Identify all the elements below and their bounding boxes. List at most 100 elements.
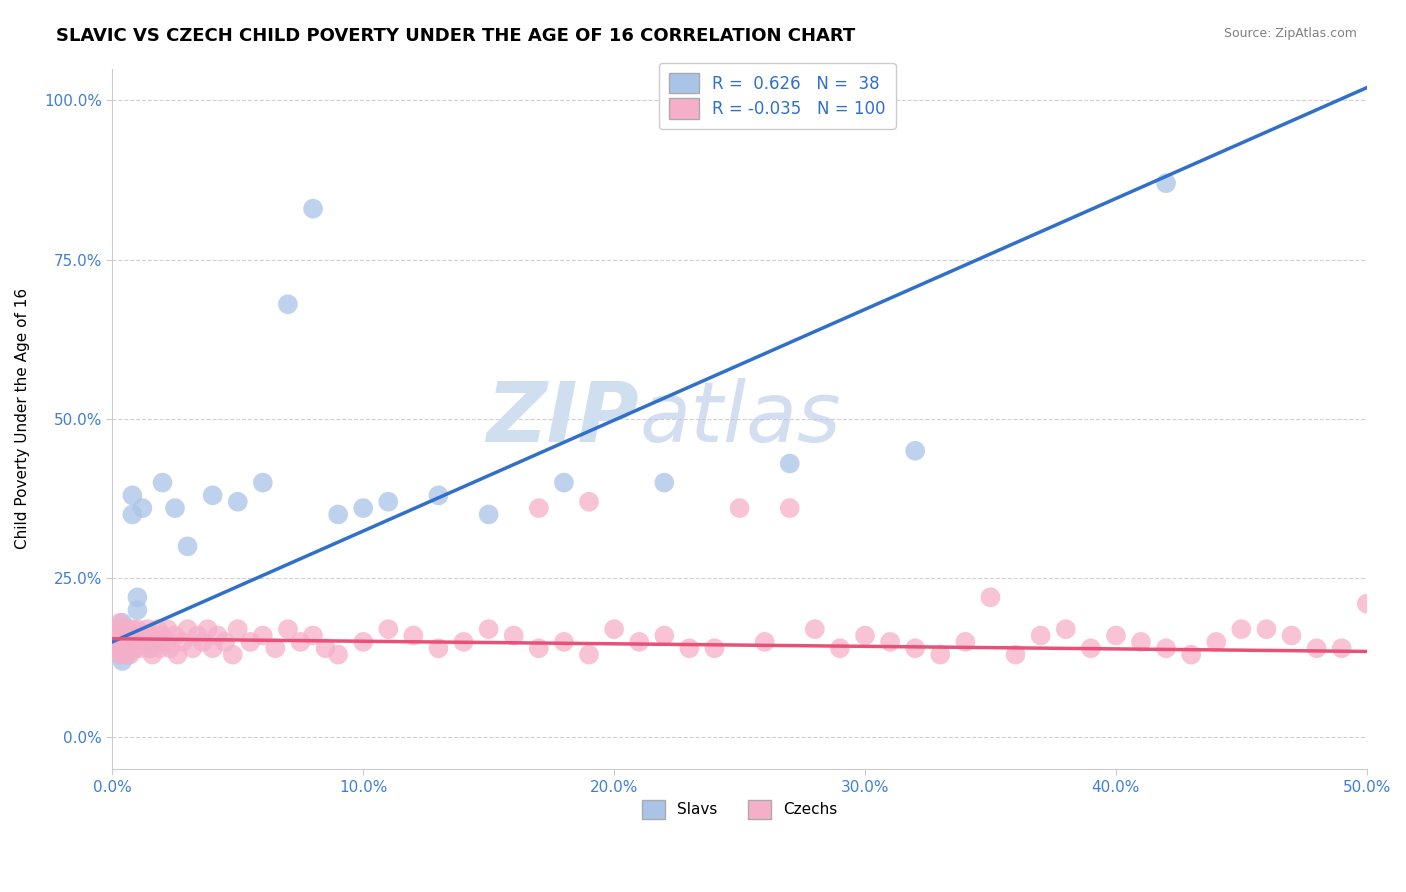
Point (114, 628, 136, 642)
Point (578, 494, 600, 508)
Point (955, 635, 977, 649)
Point (127, 603, 149, 617)
Point (117, 641, 139, 656)
Point (121, 635, 143, 649)
Point (1080, 641, 1102, 656)
Point (117, 648, 139, 662)
Point (1054, 622, 1077, 636)
Point (127, 622, 149, 636)
Point (527, 641, 550, 656)
Point (904, 443, 927, 458)
Point (214, 635, 236, 649)
Point (652, 475, 675, 490)
Point (1256, 622, 1278, 636)
Point (134, 635, 156, 649)
Point (326, 508, 349, 522)
Point (1355, 597, 1378, 611)
Point (111, 615, 134, 630)
Point (277, 622, 299, 636)
Point (427, 488, 450, 502)
Point (754, 635, 776, 649)
Point (105, 641, 128, 656)
Point (131, 501, 153, 516)
Point (628, 635, 651, 649)
Point (226, 622, 249, 636)
Point (197, 622, 219, 636)
Point (191, 635, 214, 649)
Point (478, 622, 501, 636)
Point (252, 475, 274, 490)
Point (527, 501, 550, 516)
Point (277, 297, 299, 311)
Point (156, 622, 179, 636)
Point (117, 635, 139, 649)
Text: atlas: atlas (640, 378, 841, 459)
Point (124, 641, 146, 656)
Point (315, 641, 337, 656)
Point (131, 628, 153, 642)
Point (201, 641, 224, 656)
Text: ZIP: ZIP (486, 378, 640, 459)
Point (1281, 628, 1303, 642)
Point (1205, 635, 1227, 649)
Point (1330, 641, 1353, 656)
Point (121, 488, 143, 502)
Text: SLAVIC VS CZECH CHILD POVERTY UNDER THE AGE OF 16 CORRELATION CHART: SLAVIC VS CZECH CHILD POVERTY UNDER THE … (56, 27, 855, 45)
Point (1305, 641, 1327, 656)
Point (828, 641, 851, 656)
Point (146, 622, 169, 636)
Point (105, 628, 128, 642)
Point (1029, 628, 1052, 642)
Point (118, 628, 141, 642)
Point (129, 641, 152, 656)
Point (1154, 641, 1177, 656)
Point (143, 635, 166, 649)
Point (853, 628, 876, 642)
Point (114, 641, 136, 656)
Point (779, 457, 801, 471)
Legend: Slavs, Czechs: Slavs, Czechs (636, 794, 844, 825)
Text: Source: ZipAtlas.com: Source: ZipAtlas.com (1223, 27, 1357, 40)
Point (1230, 622, 1253, 636)
Point (181, 641, 204, 656)
Point (105, 622, 128, 636)
Point (176, 622, 198, 636)
Point (153, 635, 176, 649)
Point (139, 641, 162, 656)
Point (141, 648, 163, 662)
Point (979, 591, 1001, 605)
Point (117, 622, 139, 636)
Point (226, 494, 249, 508)
Point (152, 475, 174, 490)
Point (427, 641, 450, 656)
Point (163, 628, 186, 642)
Point (703, 641, 725, 656)
Point (111, 641, 134, 656)
Point (377, 622, 399, 636)
Point (104, 635, 127, 649)
Point (352, 501, 374, 516)
Point (136, 622, 159, 636)
Point (652, 628, 675, 642)
Point (124, 628, 146, 642)
Point (187, 628, 209, 642)
Point (108, 648, 131, 662)
Point (121, 622, 143, 636)
Point (252, 628, 274, 642)
Point (929, 648, 952, 662)
Point (114, 622, 136, 636)
Point (290, 635, 312, 649)
Point (149, 641, 172, 656)
Point (127, 635, 149, 649)
Point (108, 615, 131, 630)
Point (163, 501, 186, 516)
Point (678, 641, 700, 656)
Point (453, 635, 475, 649)
Point (879, 635, 901, 649)
Point (152, 628, 174, 642)
Point (111, 654, 134, 668)
Point (402, 628, 425, 642)
Point (326, 648, 349, 662)
Point (118, 628, 141, 642)
Point (166, 648, 188, 662)
